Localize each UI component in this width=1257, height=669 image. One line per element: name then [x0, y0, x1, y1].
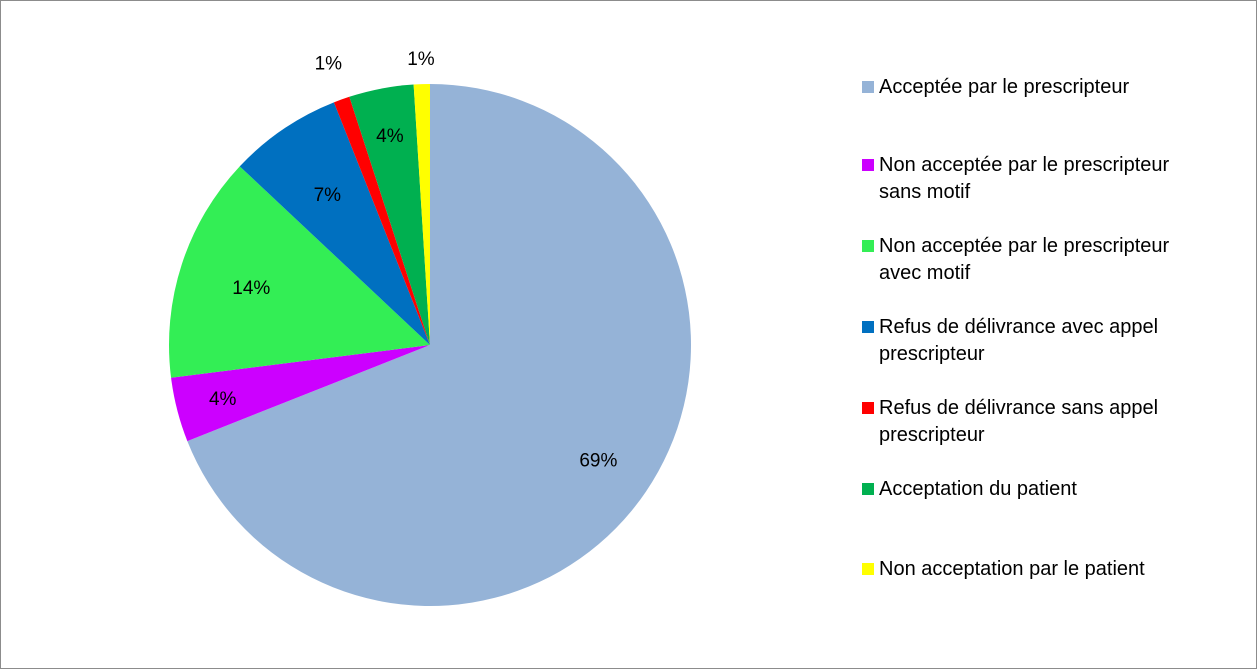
pie-slice-refus-de-delivrance-sans-appel-prescripteur	[333, 96, 430, 345]
data-label-non-acceptee-par-le-prescripteur-avec-motif: 14%	[232, 278, 270, 299]
pie-slice-non-acceptation-par-le-patient	[413, 84, 430, 345]
legend-swatch	[862, 483, 874, 495]
data-label-refus-de-delivrance-sans-appel-prescripteur: 1%	[315, 54, 343, 75]
data-label-acceptation-du-patient: 4%	[376, 126, 404, 147]
legend-label: Acceptée par le prescripteur	[879, 76, 1130, 98]
legend-swatch	[862, 402, 874, 414]
legend-label: Non acceptation par le patient	[879, 558, 1145, 580]
legend-item-acceptee-prescripteur: Acceptée par le prescripteur	[862, 74, 1249, 101]
legend-swatch	[862, 321, 874, 333]
legend-item-refus-sans-appel: Refus de délivrance sans appel prescript…	[862, 395, 1249, 449]
pie-slice-refus-de-delivrance-avec-appel-prescripteur	[239, 102, 430, 345]
pie-slice-non-acceptee-par-le-prescripteur-avec-motif	[169, 166, 430, 378]
legend-item-non-acceptee-sans-motif: Non acceptée par le prescripteur sans mo…	[862, 152, 1249, 206]
data-label-acceptee-par-le-prescripteur: 69%	[579, 450, 617, 471]
legend-item-non-acceptee-avec-motif: Non acceptée par le prescripteur avec mo…	[862, 233, 1249, 287]
pie-slice-non-acceptee-par-le-prescripteur-sans-motif	[171, 345, 431, 442]
legend-item-refus-avec-appel: Refus de délivrance avec appel prescript…	[862, 314, 1249, 368]
legend-label: Refus de délivrance sans appel prescript…	[879, 397, 1159, 446]
data-label-refus-de-delivrance-avec-appel-prescripteur: 7%	[314, 185, 342, 206]
legend-label: Non acceptée par le prescripteur sans mo…	[879, 154, 1170, 203]
legend-swatch	[862, 563, 874, 575]
legend-label: Non acceptée par le prescripteur avec mo…	[879, 235, 1170, 284]
data-label-non-acceptee-par-le-prescripteur-sans-motif: 4%	[209, 389, 237, 410]
data-label-non-acceptation-par-le-patient: 1%	[407, 49, 435, 70]
legend-item-acceptation-patient: Acceptation du patient	[862, 476, 1249, 503]
legend-label: Refus de délivrance avec appel prescript…	[879, 316, 1159, 365]
legend-label: Acceptation du patient	[879, 478, 1077, 500]
legend-swatch	[862, 240, 874, 252]
legend-item-non-acceptation-patient: Non acceptation par le patient	[862, 556, 1249, 583]
pie-slice-acceptation-du-patient	[349, 84, 430, 346]
pie-slice-acceptee-par-le-prescripteur	[187, 84, 691, 606]
legend-swatch	[862, 159, 874, 171]
chart-legend: Acceptée par le prescripteur Non accepté…	[862, 0, 1252, 669]
legend-swatch	[862, 81, 874, 93]
